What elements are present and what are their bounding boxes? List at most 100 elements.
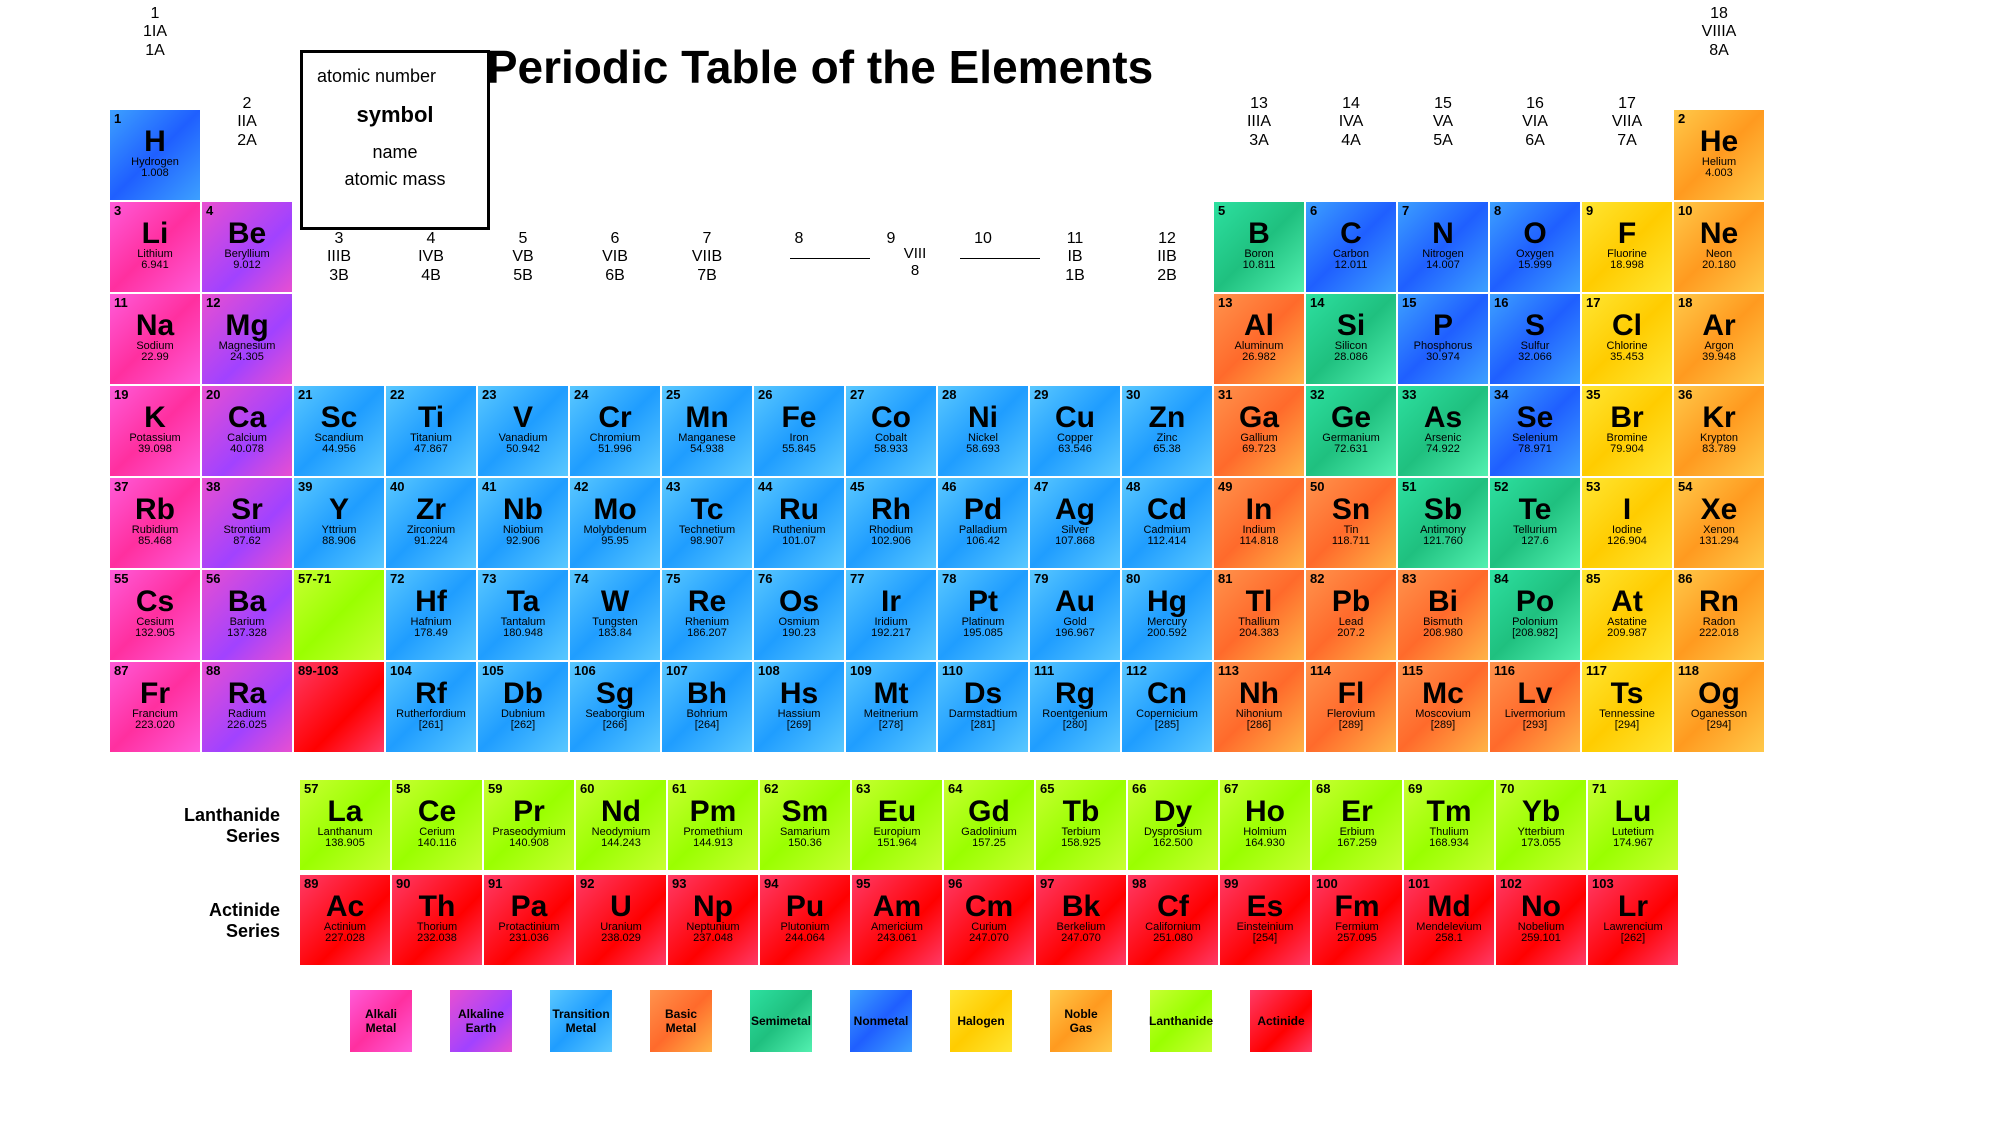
element-Mo: 42MoMolybdenum95.95 (570, 478, 660, 568)
element-Pb: 82PbLead207.2 (1306, 570, 1396, 660)
column-header-4: 4IVB4B (386, 230, 476, 285)
atomic-number: 8 (1494, 204, 1501, 218)
element-Mt: 109MtMeitnerium[278] (846, 662, 936, 752)
category-legend-basic: BasicMetal (650, 990, 712, 1052)
atomic-mass: 88.906 (297, 536, 381, 548)
element-symbol: O (1493, 218, 1577, 250)
element-Hf: 72HfHafnium178.49 (386, 570, 476, 660)
atomic-mass: 92.906 (481, 536, 565, 548)
element-O: 8OOxygen15.999 (1490, 202, 1580, 292)
element-Ru: 44RuRuthenium101.07 (754, 478, 844, 568)
atomic-number: 108 (758, 664, 780, 678)
atomic-number: 97 (1040, 877, 1054, 891)
atomic-number: 93 (672, 877, 686, 891)
element-Sn: 50SnTin118.711 (1306, 478, 1396, 568)
actinide-label: ActinideSeries (140, 900, 280, 941)
element-symbol: H (113, 126, 197, 158)
element-Fm: 100FmFermium257.095 (1312, 875, 1402, 965)
element-symbol: Cu (1033, 402, 1117, 434)
atomic-mass: 192.217 (849, 628, 933, 640)
atomic-number: 44 (758, 480, 772, 494)
element-symbol: B (1217, 218, 1301, 250)
element-Sr: 38SrStrontium87.62 (202, 478, 292, 568)
element-Bh: 107BhBohrium[264] (662, 662, 752, 752)
category-legend-alkaline: AlkalineEarth (450, 990, 512, 1052)
atomic-number: 3 (114, 204, 121, 218)
atomic-mass: 190.23 (757, 628, 841, 640)
element-Xe: 54XeXenon131.294 (1674, 478, 1764, 568)
element-symbol: Bk (1039, 891, 1123, 923)
atomic-mass: 164.930 (1223, 838, 1307, 850)
atomic-mass: 144.243 (579, 838, 663, 850)
element-symbol: Hs (757, 678, 841, 710)
element-Mg: 12MgMagnesium24.305 (202, 294, 292, 384)
element-Rh: 45RhRhodium102.906 (846, 478, 936, 568)
element-symbol: Tc (665, 494, 749, 526)
column-header-15: 15VA5A (1398, 95, 1488, 150)
atomic-number: 85 (1586, 572, 1600, 586)
atomic-number: 47 (1034, 480, 1048, 494)
element-symbol: Ag (1033, 494, 1117, 526)
element-symbol: Pu (763, 891, 847, 923)
element-symbol: Lu (1591, 796, 1675, 828)
atomic-number: 34 (1494, 388, 1508, 402)
column-header-18: 18VIIIA8A (1674, 5, 1764, 60)
element-symbol: Hg (1125, 586, 1209, 618)
atomic-number: 32 (1310, 388, 1324, 402)
element-Ar: 18ArArgon39.948 (1674, 294, 1764, 384)
atomic-number: 11 (114, 296, 128, 310)
atomic-mass: 79.904 (1585, 444, 1669, 456)
atomic-mass: 127.6 (1493, 536, 1577, 548)
atomic-number: 42 (574, 480, 588, 494)
element-symbol: At (1585, 586, 1669, 618)
atomic-mass: 226.025 (205, 720, 289, 732)
element-symbol: Os (757, 586, 841, 618)
atomic-mass: 144.913 (671, 838, 755, 850)
element-Na: 11NaSodium22.99 (110, 294, 200, 384)
atomic-mass: 209.987 (1585, 628, 1669, 640)
element-Db: 105DbDubnium[262] (478, 662, 568, 752)
element-Lr: 103LrLawrencium[262] (1588, 875, 1678, 965)
element-89-103: 89-103 (294, 662, 384, 752)
element-Nh: 113NhNihonium[286] (1214, 662, 1304, 752)
atomic-number: 83 (1402, 572, 1416, 586)
column-header-11: 11IB1B (1030, 230, 1120, 285)
atomic-number: 99 (1224, 877, 1238, 891)
atomic-mass: [278] (849, 720, 933, 732)
atomic-number: 115 (1402, 664, 1423, 678)
atomic-number: 38 (206, 480, 220, 494)
page-title: Periodic Table of the Elements (470, 40, 1170, 94)
element-symbol: Sc (297, 402, 381, 434)
atomic-mass: 18.998 (1585, 260, 1669, 272)
element-I: 53IIodine126.904 (1582, 478, 1672, 568)
atomic-mass: 126.904 (1585, 536, 1669, 548)
element-N: 7NNitrogen14.007 (1398, 202, 1488, 292)
element-symbol: Tm (1407, 796, 1491, 828)
element-C: 6CCarbon12.011 (1306, 202, 1396, 292)
element-symbol: Cf (1131, 891, 1215, 923)
atomic-mass: 140.908 (487, 838, 571, 850)
element-Md: 101MdMendelevium258.1 (1404, 875, 1494, 965)
element-B: 5BBoron10.811 (1214, 202, 1304, 292)
category-legend-alkali: AlkaliMetal (350, 990, 412, 1052)
element-symbol: Y (297, 494, 381, 526)
atomic-mass: 51.996 (573, 444, 657, 456)
atomic-number: 71 (1592, 782, 1606, 796)
element-symbol: Se (1493, 402, 1577, 434)
atomic-number: 76 (758, 572, 772, 586)
element-Ga: 31GaGallium69.723 (1214, 386, 1304, 476)
element-symbol: Re (665, 586, 749, 618)
element-Gd: 64GdGadolinium157.25 (944, 780, 1034, 870)
element-Hs: 108HsHassium[269] (754, 662, 844, 752)
column-header-3: 3IIIB3B (294, 230, 384, 285)
atomic-number: 75 (666, 572, 680, 586)
atomic-mass: 98.907 (665, 536, 749, 548)
atomic-number: 65 (1040, 782, 1054, 796)
element-symbol: Pr (487, 796, 571, 828)
atomic-number: 113 (1218, 664, 1239, 678)
element-symbol: Cm (947, 891, 1031, 923)
element-symbol: U (579, 891, 663, 923)
element-symbol: Sm (763, 796, 847, 828)
atomic-number: 50 (1310, 480, 1324, 494)
category-legend-transition: TransitionMetal (550, 990, 612, 1052)
